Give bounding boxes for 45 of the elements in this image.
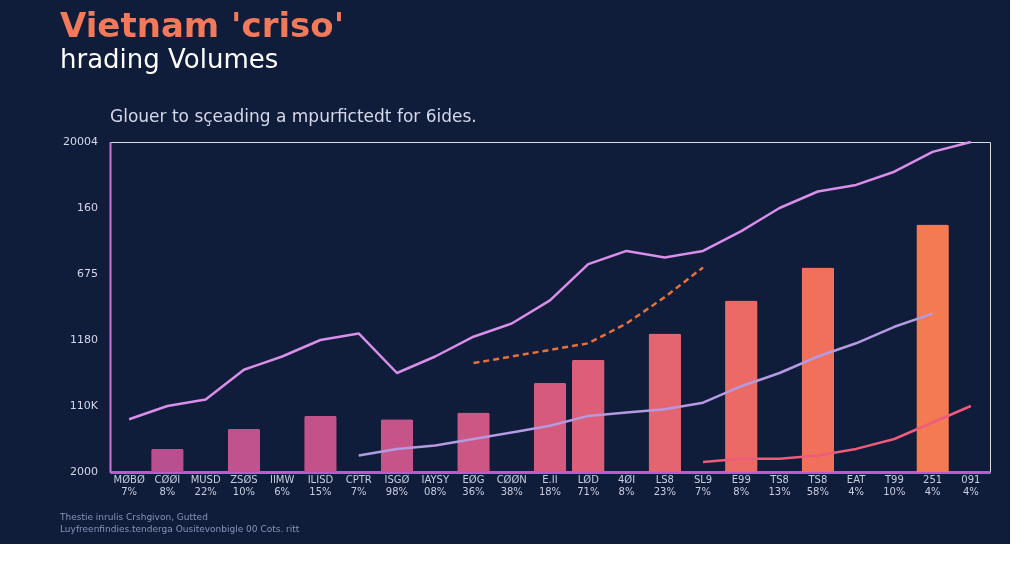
x-tick-label: TS8 13% xyxy=(768,473,791,497)
bar xyxy=(151,448,184,472)
x-tick-label: 091 4% xyxy=(961,473,981,497)
text: 110K xyxy=(69,399,99,412)
bar xyxy=(801,267,835,472)
x-tick-label: CØØN 38% xyxy=(496,473,527,497)
x-tick-label: SL9 7% xyxy=(693,473,713,497)
x-tick-label: MØBØ 7% xyxy=(113,473,145,497)
x-tick-label: CPTR 7% xyxy=(345,473,372,497)
bar xyxy=(304,415,337,472)
x-tick-label: CØØI 8% xyxy=(154,473,181,497)
bar xyxy=(725,300,758,472)
x-tick-label: ILISD 15% xyxy=(307,473,334,497)
text: 1180 xyxy=(70,333,98,346)
x-tick-label: IIMW 6% xyxy=(269,473,295,497)
bar xyxy=(648,333,682,472)
x-tick-label: EAT 4% xyxy=(846,473,867,497)
text: Luyfreenfindies.tenderga Ousitevonbigle 00 Cots. ritt xyxy=(60,524,300,534)
text: Glouer to sҫeading a mpurfictedt for 6ides. xyxy=(110,106,477,126)
x-tick-label: EØG 36% xyxy=(462,473,485,497)
text: 20004 xyxy=(63,135,98,148)
x-tick-label: T99 10% xyxy=(883,473,906,497)
chart-subtitle: hrading Volumes xyxy=(60,44,279,74)
x-tick-label: TS8 58% xyxy=(806,473,829,497)
bar xyxy=(533,382,567,472)
x-tick-label: LS8 23% xyxy=(653,473,676,497)
x-tick-label: ZSØS 10% xyxy=(230,473,258,497)
x-tick-label: 4ØI 8% xyxy=(617,473,636,497)
x-tick-label: MUSD 22% xyxy=(190,473,221,497)
x-tick-label: E99 8% xyxy=(731,473,751,497)
x-tick-label: E.II 18% xyxy=(538,473,562,497)
text: 2000 xyxy=(70,465,98,478)
x-tick-label: LØD 71% xyxy=(577,473,600,497)
bar xyxy=(457,412,490,472)
chart-title: Vietnam 'criso' xyxy=(60,5,345,45)
x-tick-label: ISGØ 98% xyxy=(384,473,410,497)
text: 160 xyxy=(77,201,98,214)
bar xyxy=(227,429,261,472)
x-tick-label: IAYSY 08% xyxy=(421,473,450,497)
bar xyxy=(916,224,949,472)
bar xyxy=(380,419,414,472)
bar xyxy=(572,359,605,472)
text: Thestie inrulis Crshgivon, Gutted xyxy=(59,512,208,522)
text: 675 xyxy=(77,267,98,280)
x-tick-label: 251 4% xyxy=(923,473,943,497)
